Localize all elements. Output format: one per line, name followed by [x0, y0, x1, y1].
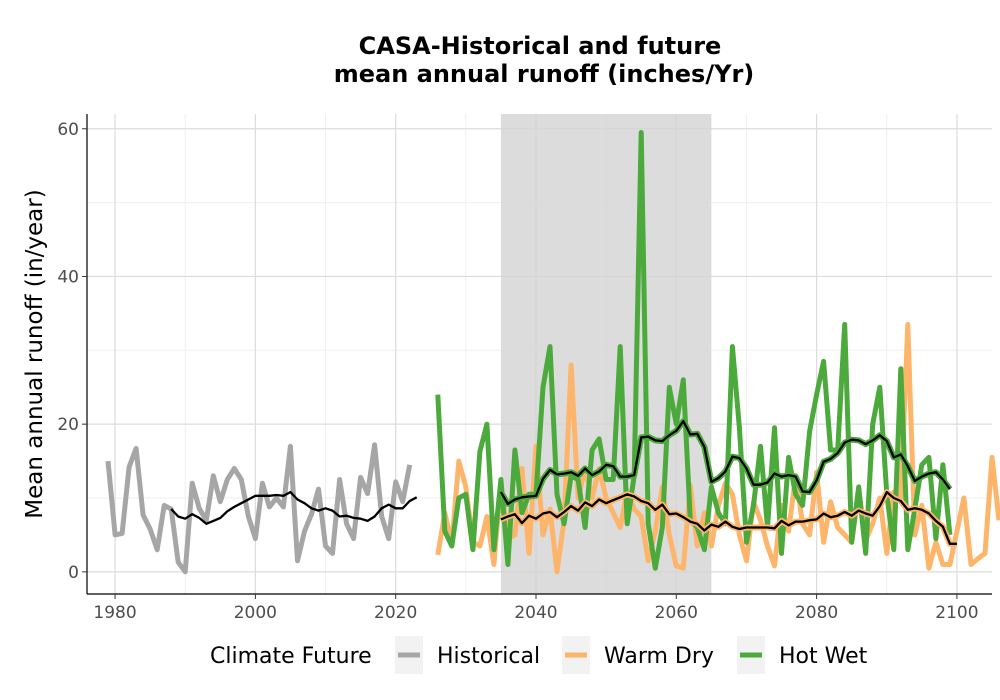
- x-tick-label: 2060: [655, 603, 698, 623]
- y-tick-label: 0: [68, 563, 79, 583]
- series-line-hot-wet-smoothed: [499, 420, 951, 506]
- chart-title-line-1: CASA-Historical and future: [359, 32, 722, 60]
- y-tick-label: 60: [57, 120, 79, 140]
- legend-title: Climate Future: [210, 644, 372, 669]
- y-axis-title: Mean annual runoff (in/year): [22, 189, 48, 518]
- x-tick-label: 2000: [234, 603, 277, 623]
- legend: Climate Future Historical Warm Dry Hot Wet: [210, 636, 868, 674]
- y-tick-label: 20: [57, 415, 79, 435]
- legend-label: Hot Wet: [779, 644, 868, 669]
- x-tick-label: 2080: [795, 603, 838, 623]
- y-tick-label: 40: [57, 267, 79, 287]
- x-tick-label: 1980: [93, 603, 136, 623]
- series-line-historical: [105, 442, 413, 575]
- chart-title-line-2: mean annual runoff (inches/Yr): [334, 60, 755, 88]
- series-line-warm-dry-smoothed: [500, 490, 957, 545]
- series-line-historical-smoothed: [170, 490, 418, 525]
- x-tick-label: 2100: [935, 603, 978, 623]
- x-tick-label: 2040: [514, 603, 557, 623]
- legend-label: Warm Dry: [604, 644, 714, 669]
- x-tick-label: 2020: [374, 603, 417, 623]
- legend-label: Historical: [437, 644, 540, 669]
